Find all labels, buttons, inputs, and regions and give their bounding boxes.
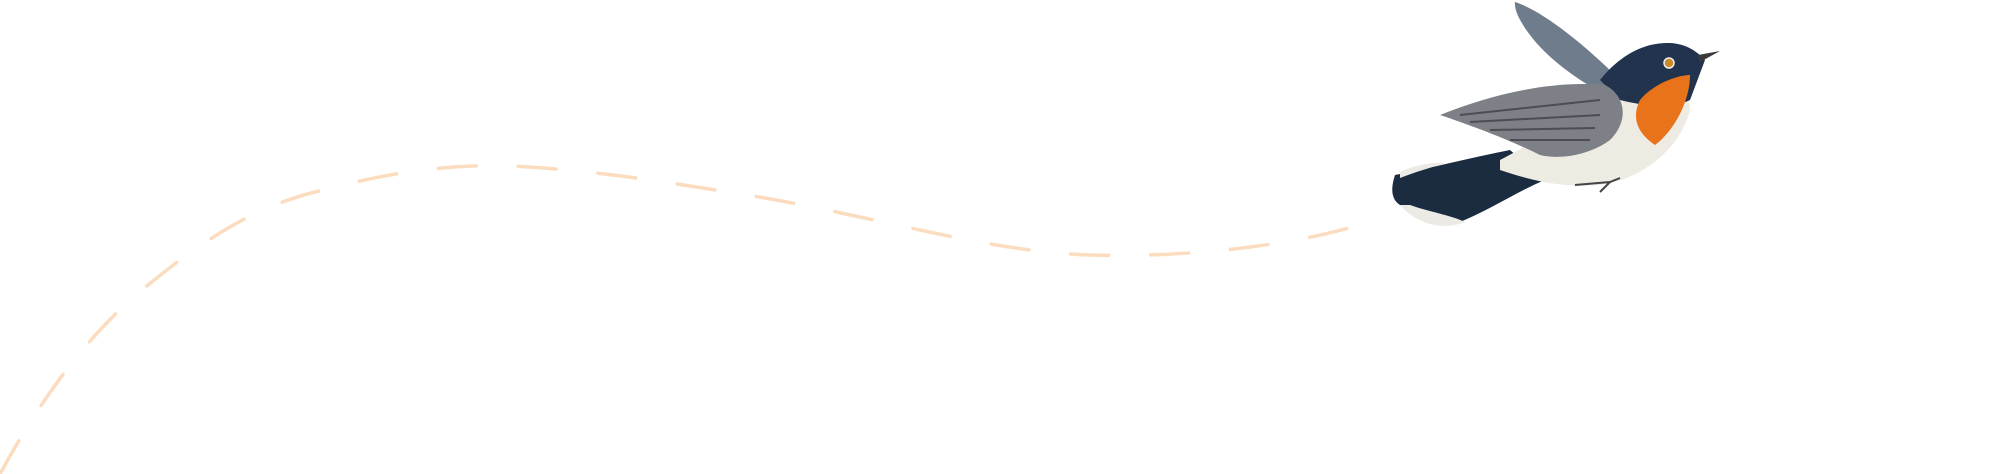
bird-beak [1698,51,1720,62]
bird-tail-tips [1400,205,1465,226]
bird-eye [1663,57,1675,69]
bird-lower-wing [1440,84,1623,157]
bird-upper-wing [1514,2,1620,92]
bird-foot [1574,177,1621,193]
bird-icon [1392,2,1720,226]
bird-throat [1635,75,1690,145]
dashed-flight-path [0,163,1354,474]
